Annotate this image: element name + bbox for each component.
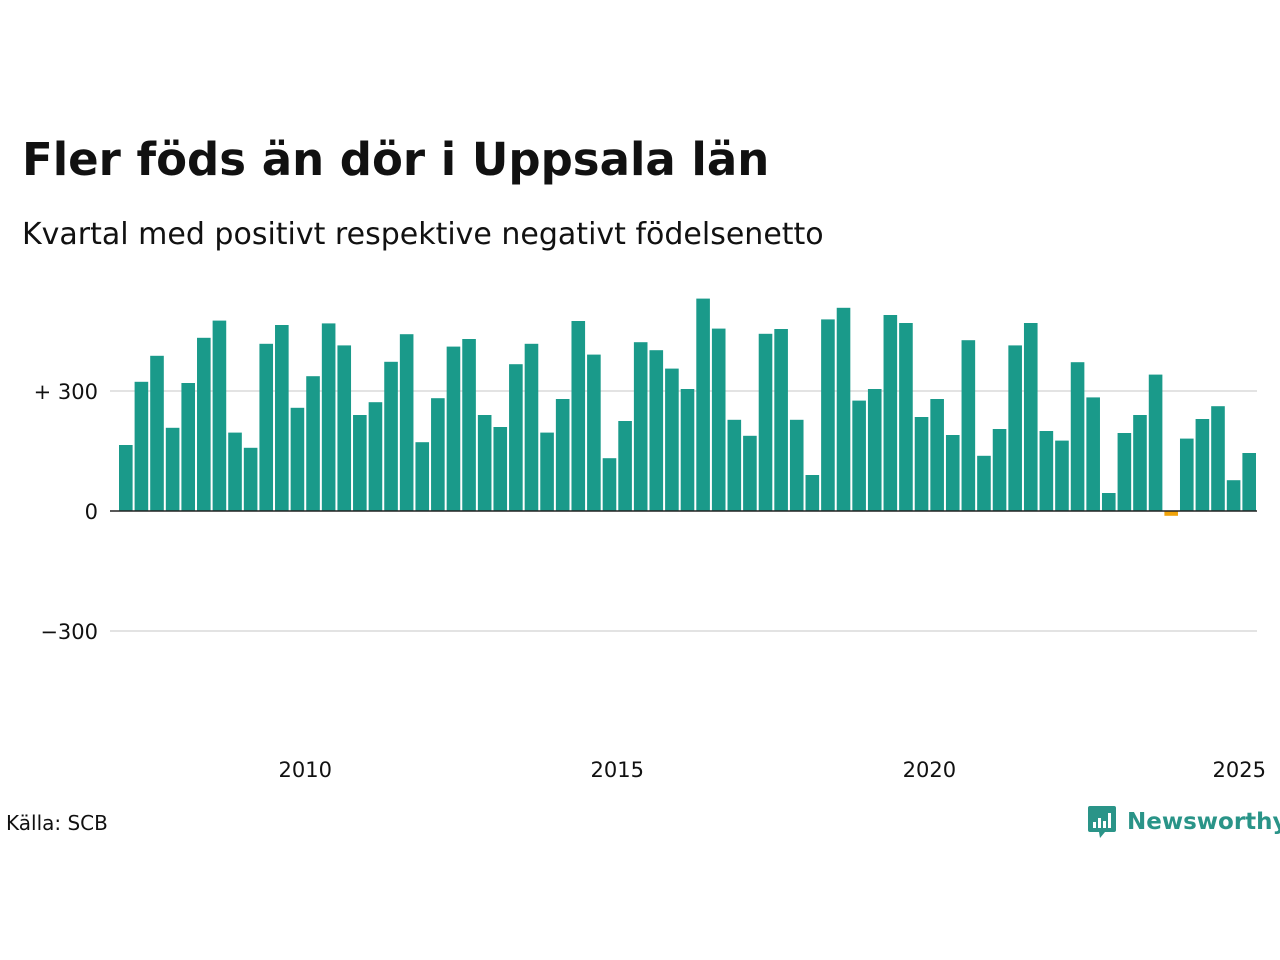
- bar-2024-k4[interactable]: [1226, 480, 1241, 511]
- chart-subtitle: Kvartal med positivt respektive negativt…: [22, 217, 824, 252]
- bar-2014-k4[interactable]: [602, 458, 617, 511]
- bar-2024-k2[interactable]: [1195, 419, 1210, 511]
- bar-2022-k2[interactable]: [1070, 362, 1085, 511]
- chart-title: Fler föds än dör i Uppsala län: [22, 133, 770, 186]
- x-tick-label: 2020: [903, 758, 956, 782]
- bar-2016-k4[interactable]: [727, 419, 742, 511]
- bar-2011-k4[interactable]: [415, 442, 430, 511]
- bar-2012-k4[interactable]: [477, 415, 492, 511]
- bar-2014-k3[interactable]: [587, 354, 601, 511]
- bar-2014-k1[interactable]: [555, 399, 570, 511]
- y-tick-label: + 300: [34, 380, 98, 404]
- bar-layer: [119, 298, 1256, 516]
- bar-2022-k4[interactable]: [1101, 493, 1116, 511]
- axis-layer: + 300 0 −300 2010 2015 2020 2025: [34, 380, 1266, 782]
- bar-2010-k1[interactable]: [306, 376, 320, 511]
- bar-2018-k3[interactable]: [836, 307, 851, 511]
- bar-2017-k2[interactable]: [758, 333, 773, 511]
- bar-2010-k4[interactable]: [353, 415, 367, 511]
- bar-2013-k4[interactable]: [540, 432, 554, 511]
- x-tick-label: 2010: [279, 758, 332, 782]
- bar-2019-k4[interactable]: [914, 417, 929, 511]
- bar-2018-k4[interactable]: [852, 400, 866, 511]
- bar-2016-k1[interactable]: [680, 389, 695, 511]
- bar-2021-k1[interactable]: [992, 429, 1007, 511]
- bar-2016-k2[interactable]: [696, 298, 710, 511]
- bar-2009-k4[interactable]: [290, 407, 305, 511]
- bar-2009-k1[interactable]: [243, 447, 258, 511]
- bar-2020-k2[interactable]: [945, 435, 960, 511]
- x-tick-label: 2015: [591, 758, 644, 782]
- bar-2019-k3[interactable]: [899, 323, 913, 511]
- x-tick-label: 2025: [1213, 758, 1266, 782]
- bar-2022-k3[interactable]: [1086, 397, 1100, 511]
- bar-2017-k3[interactable]: [774, 329, 788, 511]
- bar-2021-k4[interactable]: [1039, 431, 1054, 511]
- bar-2012-k2[interactable]: [446, 346, 461, 511]
- bar-2018-k1[interactable]: [805, 475, 820, 511]
- bar-2011-k3[interactable]: [399, 334, 414, 511]
- y-tick-label: 0: [85, 500, 98, 524]
- bar-2012-k3[interactable]: [462, 339, 476, 511]
- bar-2023-k1[interactable]: [1117, 433, 1132, 511]
- bar-2023-k2[interactable]: [1133, 415, 1147, 511]
- bar-2019-k1[interactable]: [867, 389, 882, 511]
- bar-2016-k3[interactable]: [711, 328, 726, 511]
- bar-2008-k4[interactable]: [228, 432, 242, 511]
- bar-2007-k3[interactable]: [150, 355, 164, 511]
- bar-2019-k2[interactable]: [883, 315, 898, 511]
- bar-2014-k2[interactable]: [571, 321, 586, 511]
- bar-2021-k2[interactable]: [1008, 345, 1022, 511]
- y-tick-label: −300: [40, 620, 98, 644]
- bar-2010-k3[interactable]: [337, 345, 352, 511]
- bar-2017-k1[interactable]: [743, 435, 757, 511]
- bar-2010-k2[interactable]: [321, 323, 336, 511]
- brand-logo[interactable]: Newsworthy: [1087, 803, 1280, 841]
- bar-2013-k3[interactable]: [524, 343, 539, 511]
- bar-2013-k2[interactable]: [509, 364, 523, 511]
- bar-2012-k1[interactable]: [431, 398, 445, 511]
- bar-2011-k1[interactable]: [368, 402, 383, 511]
- bar-2011-k2[interactable]: [384, 361, 398, 511]
- bar-2008-k3[interactable]: [212, 320, 227, 511]
- brand-name: Newsworthy: [1127, 809, 1280, 835]
- bar-2023-k3[interactable]: [1148, 374, 1163, 511]
- bar-2020-k3[interactable]: [961, 340, 976, 511]
- bar-2013-k1[interactable]: [493, 427, 508, 511]
- bar-2009-k2[interactable]: [259, 343, 274, 511]
- bar-2008-k2[interactable]: [197, 337, 211, 511]
- bar-2007-k4[interactable]: [165, 427, 180, 511]
- bar-2024-k3[interactable]: [1211, 406, 1225, 511]
- bar-2020-k1[interactable]: [930, 399, 944, 511]
- newsworthy-logo-icon: [1088, 806, 1116, 838]
- bar-2023-k4[interactable]: [1164, 511, 1178, 516]
- bar-2009-k3[interactable]: [275, 325, 289, 511]
- bar-2008-k1[interactable]: [181, 383, 196, 511]
- bar-2007-k1[interactable]: [119, 445, 133, 511]
- bar-2015-k4[interactable]: [665, 368, 679, 511]
- bar-2020-k4[interactable]: [977, 455, 991, 511]
- bar-2015-k1[interactable]: [618, 421, 632, 511]
- bar-2024-k1[interactable]: [1179, 438, 1194, 511]
- bar-2017-k4[interactable]: [789, 419, 804, 511]
- bar-2007-k2[interactable]: [134, 381, 149, 511]
- bar-2015-k2[interactable]: [633, 342, 648, 511]
- bar-2025-k1[interactable]: [1242, 453, 1256, 511]
- bar-2018-k2[interactable]: [821, 319, 835, 511]
- bar-2021-k3[interactable]: [1023, 323, 1038, 511]
- bar-2015-k3[interactable]: [649, 350, 664, 511]
- source-label: Källa: SCB: [6, 811, 108, 835]
- bar-2022-k1[interactable]: [1055, 440, 1069, 511]
- bar-chart: + 300 0 −300 2010 2015 2020 2025: [34, 298, 1266, 782]
